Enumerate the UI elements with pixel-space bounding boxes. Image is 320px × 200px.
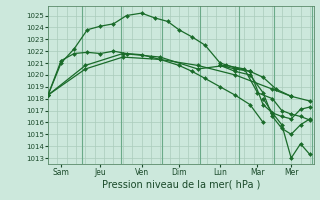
X-axis label: Pression niveau de la mer( hPa ): Pression niveau de la mer( hPa ) [102, 180, 260, 190]
